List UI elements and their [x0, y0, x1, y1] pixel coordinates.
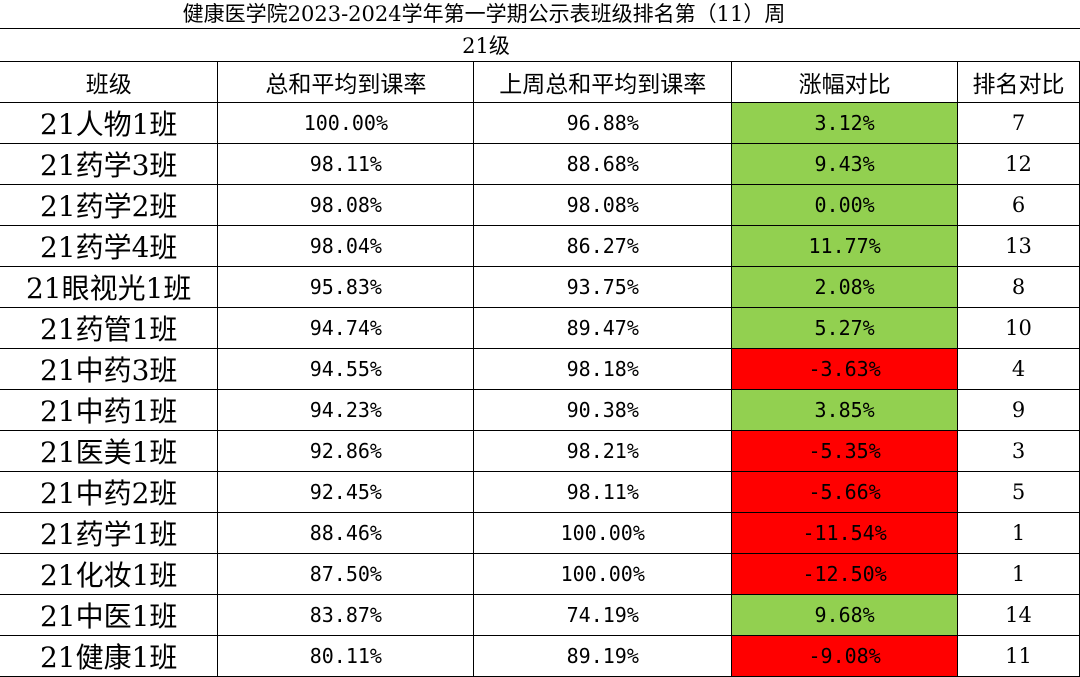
change-cell: -3.63%: [731, 348, 959, 390]
class-cell: 21药学4班: [0, 225, 219, 267]
table-row: 21药学4班 98.04% 86.27% 11.77% 13: [0, 225, 1080, 267]
last-week-rate-cell: 89.19%: [473, 635, 733, 677]
last-week-rate-cell: 100.00%: [473, 553, 733, 595]
last-week-rate-cell: 98.18%: [473, 348, 733, 390]
change-cell: 0.00%: [731, 184, 959, 226]
class-cell: 21药学1班: [0, 512, 219, 554]
header-rank: 排名对比: [957, 61, 1080, 103]
change-cell: 2.08%: [731, 266, 959, 308]
header-row: 班级 总和平均到课率 上周总和平均到课率 涨幅对比 排名对比: [0, 61, 1080, 103]
divider: [0, 28, 1080, 29]
last-week-rate-cell: 96.88%: [473, 102, 733, 144]
last-week-rate-cell: 88.68%: [473, 143, 733, 185]
class-cell: 21药学2班: [0, 184, 219, 226]
avg-rate-cell: 98.11%: [217, 143, 475, 185]
change-cell: -9.08%: [731, 635, 959, 677]
table-row: 21中药2班 92.45% 98.11% -5.66% 5: [0, 471, 1080, 513]
last-week-rate-cell: 98.11%: [473, 471, 733, 513]
class-cell: 21化妆1班: [0, 553, 219, 595]
change-cell: -5.35%: [731, 430, 959, 472]
avg-rate-cell: 95.83%: [217, 266, 475, 308]
table-row: 21中医1班 83.87% 74.19% 9.68% 14: [0, 594, 1080, 636]
avg-rate-cell: 92.86%: [217, 430, 475, 472]
rank-cell: 1: [957, 553, 1080, 595]
rank-cell: 7: [957, 102, 1080, 144]
rank-cell: 6: [957, 184, 1080, 226]
last-week-rate-cell: 89.47%: [473, 307, 733, 349]
change-cell: 9.68%: [731, 594, 959, 636]
table-row: 21药学1班 88.46% 100.00% -11.54% 1: [0, 512, 1080, 554]
change-cell: -11.54%: [731, 512, 959, 554]
rank-cell: 8: [957, 266, 1080, 308]
rank-cell: 11: [957, 635, 1080, 677]
class-cell: 21中药3班: [0, 348, 219, 390]
change-cell: -5.66%: [731, 471, 959, 513]
avg-rate-cell: 94.23%: [217, 389, 475, 431]
rank-cell: 1: [957, 512, 1080, 554]
avg-rate-cell: 100.00%: [217, 102, 475, 144]
class-cell: 21人物1班: [0, 102, 219, 144]
header-change: 涨幅对比: [731, 61, 959, 103]
last-week-rate-cell: 86.27%: [473, 225, 733, 267]
table-row: 21眼视光1班 95.83% 93.75% 2.08% 8: [0, 266, 1080, 308]
rank-cell: 14: [957, 594, 1080, 636]
last-week-rate-cell: 90.38%: [473, 389, 733, 431]
avg-rate-cell: 87.50%: [217, 553, 475, 595]
rank-cell: 4: [957, 348, 1080, 390]
table-row: 21中药1班 94.23% 90.38% 3.85% 9: [0, 389, 1080, 431]
ranking-table: 班级 总和平均到课率 上周总和平均到课率 涨幅对比 排名对比 21人物1班 100…: [0, 61, 1080, 677]
class-cell: 21药管1班: [0, 307, 219, 349]
avg-rate-cell: 80.11%: [217, 635, 475, 677]
class-cell: 21中药2班: [0, 471, 219, 513]
table-row: 21药管1班 94.74% 89.47% 5.27% 10: [0, 307, 1080, 349]
rank-cell: 5: [957, 471, 1080, 513]
table-row: 21中药3班 94.55% 98.18% -3.63% 4: [0, 348, 1080, 390]
avg-rate-cell: 94.74%: [217, 307, 475, 349]
header-last-week-rate: 上周总和平均到课率: [473, 61, 733, 103]
change-cell: 11.77%: [731, 225, 959, 267]
table-row: 21药学2班 98.08% 98.08% 0.00% 6: [0, 184, 1080, 226]
rank-cell: 10: [957, 307, 1080, 349]
class-cell: 21医美1班: [0, 430, 219, 472]
avg-rate-cell: 98.08%: [217, 184, 475, 226]
table-row: 21药学3班 98.11% 88.68% 9.43% 12: [0, 143, 1080, 185]
avg-rate-cell: 92.45%: [217, 471, 475, 513]
avg-rate-cell: 98.04%: [217, 225, 475, 267]
class-cell: 21中药1班: [0, 389, 219, 431]
last-week-rate-cell: 98.08%: [473, 184, 733, 226]
last-week-rate-cell: 98.21%: [473, 430, 733, 472]
avg-rate-cell: 88.46%: [217, 512, 475, 554]
avg-rate-cell: 83.87%: [217, 594, 475, 636]
last-week-rate-cell: 100.00%: [473, 512, 733, 554]
rank-cell: 9: [957, 389, 1080, 431]
rank-cell: 12: [957, 143, 1080, 185]
class-cell: 21健康1班: [0, 635, 219, 677]
header-avg-rate: 总和平均到课率: [217, 61, 475, 103]
class-cell: 21眼视光1班: [0, 266, 219, 308]
class-cell: 21药学3班: [0, 143, 219, 185]
avg-rate-cell: 94.55%: [217, 348, 475, 390]
table-row: 21化妆1班 87.50% 100.00% -12.50% 1: [0, 553, 1080, 595]
last-week-rate-cell: 93.75%: [473, 266, 733, 308]
last-week-rate-cell: 74.19%: [473, 594, 733, 636]
change-cell: 3.85%: [731, 389, 959, 431]
table-row: 21医美1班 92.86% 98.21% -5.35% 3: [0, 430, 1080, 472]
change-cell: 9.43%: [731, 143, 959, 185]
page-title: 健康医学院2023-2024学年第一学期公示表班级排名第（11）周: [182, 2, 786, 26]
change-cell: 3.12%: [731, 102, 959, 144]
class-cell: 21中医1班: [0, 594, 219, 636]
table-row: 21健康1班 80.11% 89.19% -9.08% 11: [0, 635, 1080, 677]
rank-cell: 13: [957, 225, 1080, 267]
rank-cell: 3: [957, 430, 1080, 472]
header-class: 班级: [0, 61, 219, 103]
change-cell: 5.27%: [731, 307, 959, 349]
grade-subtitle: 21级: [462, 34, 510, 58]
change-cell: -12.50%: [731, 553, 959, 595]
table-row: 21人物1班 100.00% 96.88% 3.12% 7: [0, 102, 1080, 144]
